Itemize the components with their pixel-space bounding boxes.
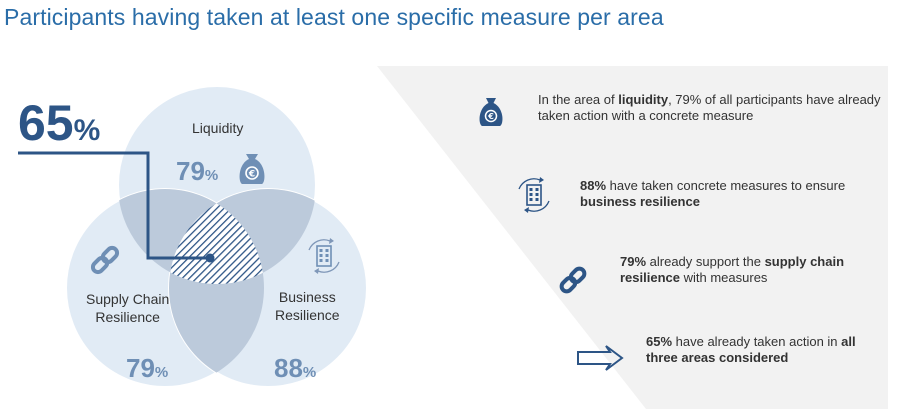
facts-panel-shape: [377, 66, 888, 409]
fact-business-resilience: 88% have taken concrete measures to ensu…: [580, 178, 846, 209]
supply-chain-percentage: 79%: [126, 353, 169, 383]
svg-text:€: €: [487, 112, 494, 121]
chain-link-icon: [559, 266, 587, 294]
money-bag-euro-icon: €: [479, 98, 503, 126]
svg-text:€: €: [248, 170, 255, 180]
liquidity-percentage: 79%: [176, 156, 219, 186]
center-percentage: 65%: [18, 95, 101, 151]
business-percentage: 88%: [274, 353, 317, 383]
overlap-all-three-hatched: [169, 189, 264, 284]
page-title: Participants having taken at least one s…: [4, 4, 664, 30]
double-arrow-right-icon: [577, 345, 624, 371]
building-cycle-icon: [518, 177, 550, 213]
chain-link-icon: [90, 245, 120, 275]
center-connector-dot: [205, 253, 215, 263]
liquidity-label: Liquidity: [192, 120, 244, 136]
center-connector-line: [18, 151, 210, 260]
business-label: Business Resilience: [275, 289, 340, 323]
money-bag-euro-icon: €: [239, 154, 265, 184]
fact-supply-chain: 79% already support the supply chain res…: [620, 254, 845, 285]
building-cycle-icon: [308, 238, 340, 274]
fact-all-three: 65% have already taken action in all thr…: [646, 334, 856, 365]
fact-liquidity: In the area of liquidity, 79% of all par…: [538, 92, 881, 123]
supply-chain-label: Supply Chain Resilience: [86, 291, 170, 325]
venn-diagram: €: [18, 85, 368, 388]
